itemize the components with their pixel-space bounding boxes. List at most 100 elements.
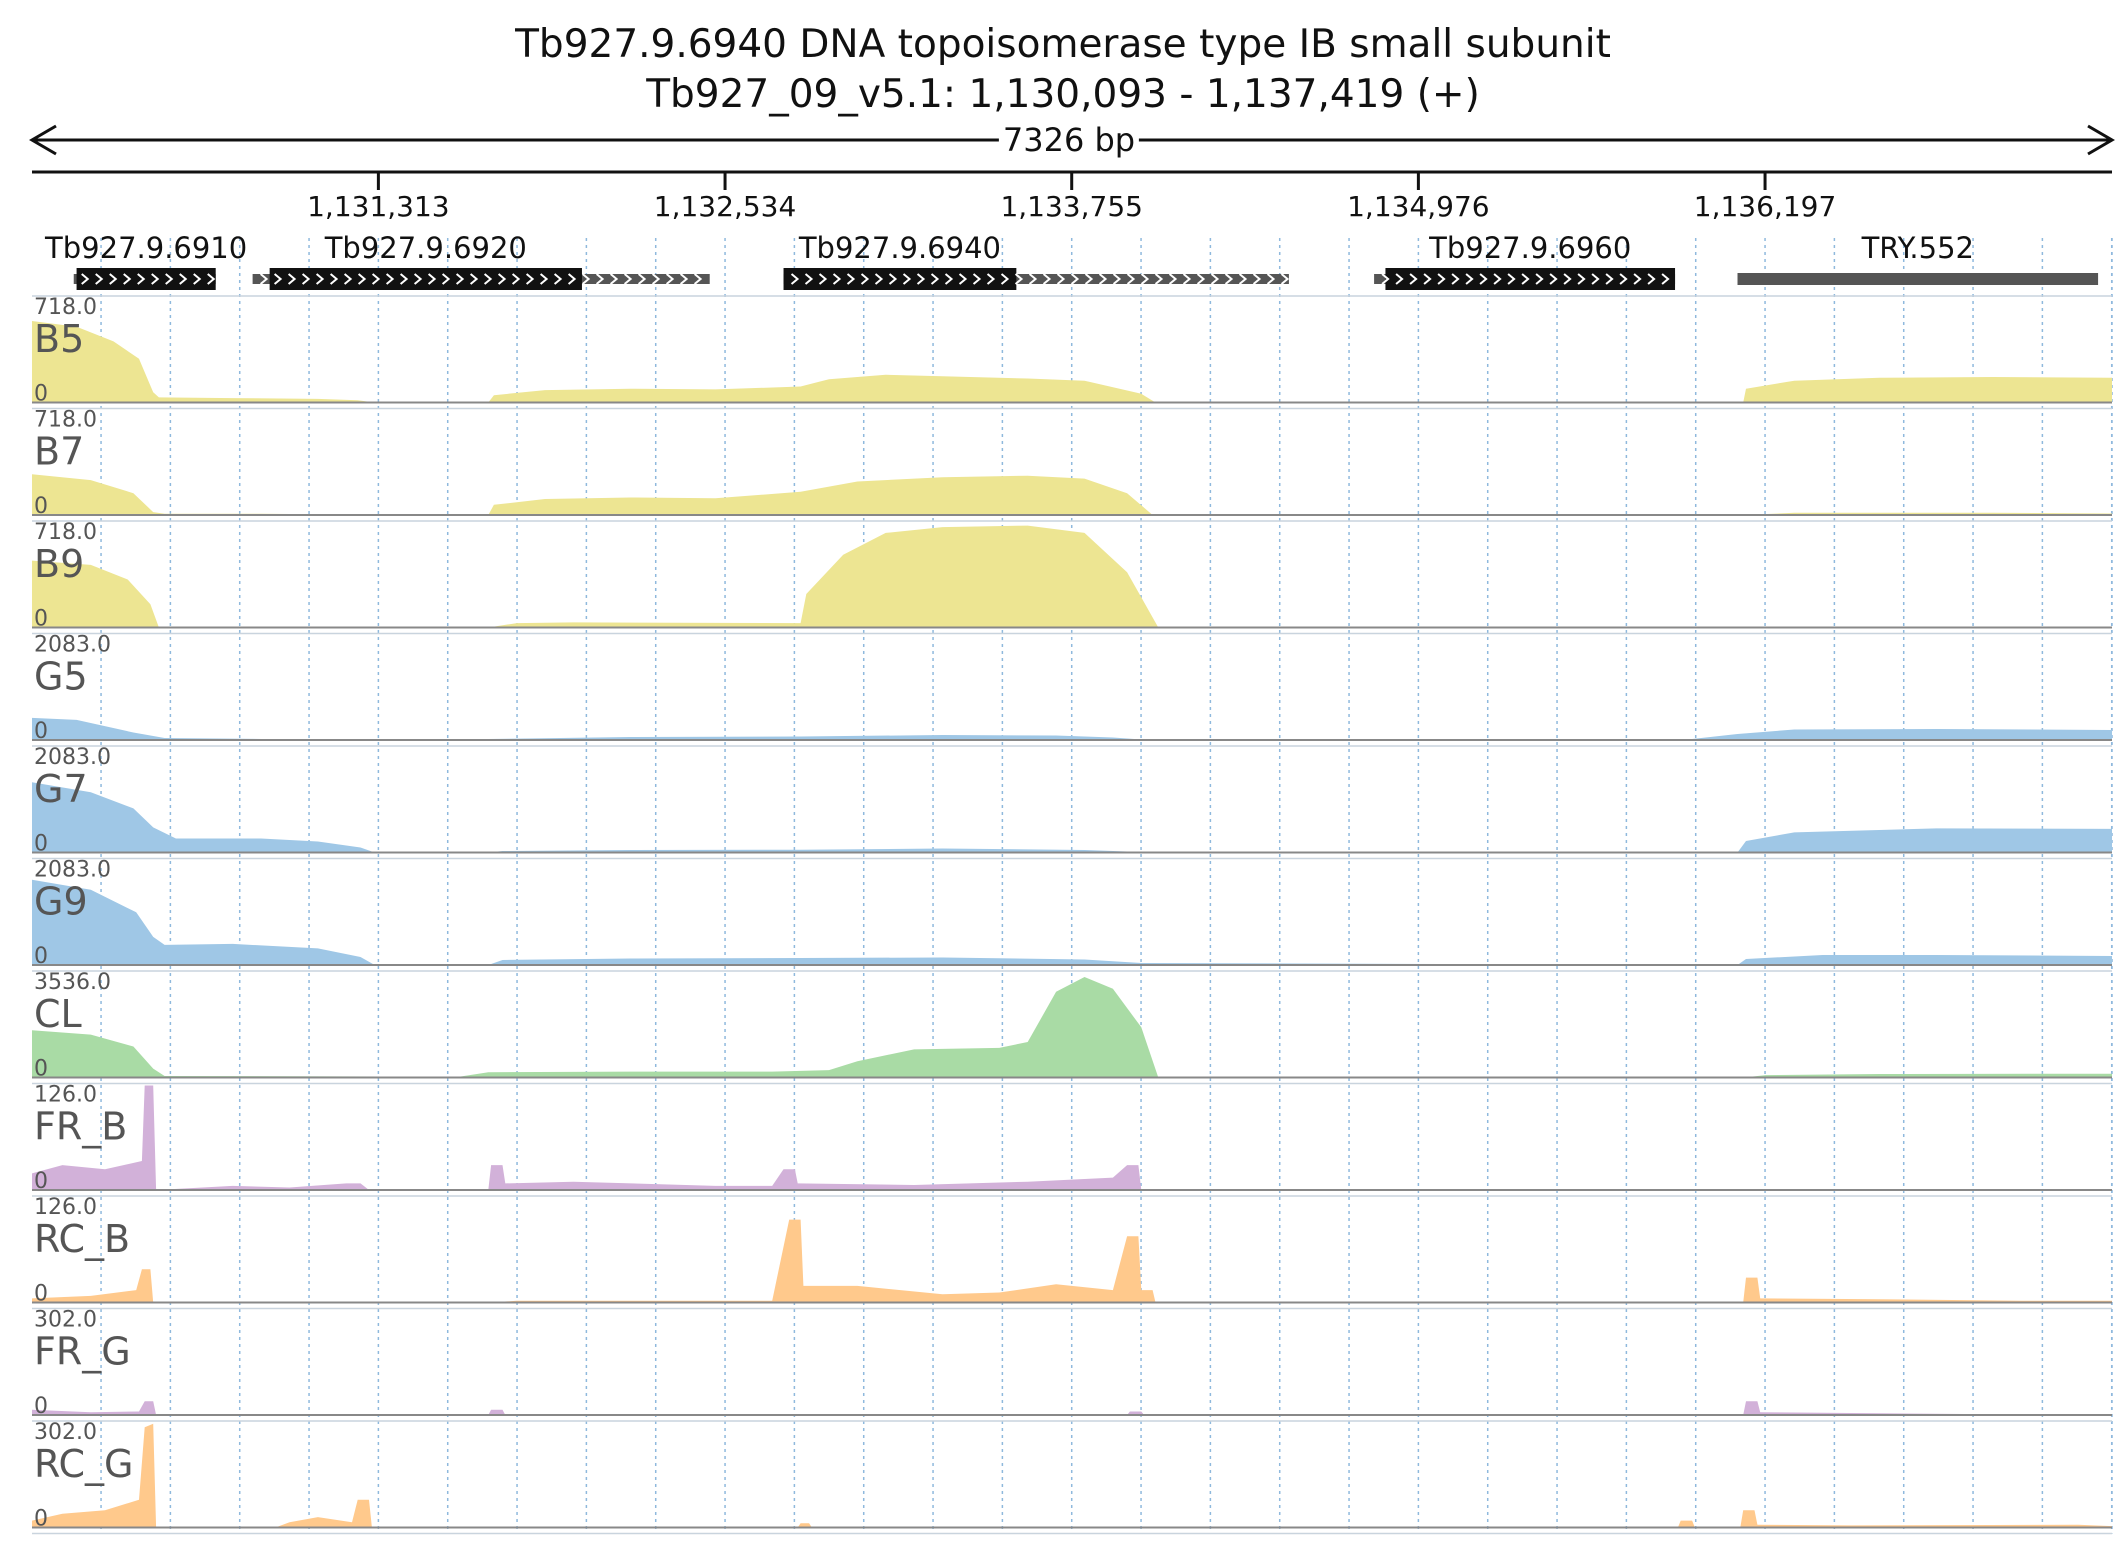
strand-arrow — [1210, 273, 1220, 285]
coverage-area — [32, 977, 2112, 1078]
gene-cds — [1385, 268, 1676, 290]
strand-arrow — [860, 273, 870, 285]
span-arrow-left-head — [29, 124, 57, 156]
strand-arrow — [123, 273, 132, 285]
strand-arrow — [329, 273, 339, 285]
track-max-label: 2083.0 — [34, 745, 111, 770]
gene-feature: Tb927.9.6940 — [783, 231, 1290, 290]
strand-arrow — [1521, 273, 1530, 285]
strand-arrow — [1549, 273, 1558, 285]
track-g9: 2083.0G9 0 — [32, 858, 2112, 969]
gene-cds — [269, 268, 582, 290]
strand-arrow — [986, 273, 996, 285]
strand-arrow — [874, 273, 884, 285]
strand-arrow — [441, 273, 451, 285]
track-max-label: 2083.0 — [34, 858, 111, 883]
locus-label: Tb927_09_v5.1: 1,130,093 - 1,137,419 (+) — [646, 72, 1480, 117]
strand-arrow — [679, 273, 689, 285]
strand-arrow — [1633, 273, 1642, 285]
strand-arrow — [525, 273, 535, 285]
strand-arrow — [287, 273, 297, 285]
strand-arrow — [1042, 273, 1052, 285]
strand-arrow — [511, 273, 521, 285]
strand-arrow — [1619, 273, 1628, 285]
coverage-area — [32, 1401, 2112, 1415]
strand-arrow — [1395, 273, 1404, 285]
ruler-tick-label: 1,134,976 — [1347, 190, 1490, 223]
track-name-label: B5 — [34, 317, 84, 361]
track-min-label: 0 — [34, 1057, 48, 1082]
gene-feature: Tb927.9.6920 — [252, 231, 710, 290]
strand-arrow — [539, 273, 549, 285]
track-max-label: 3536.0 — [34, 970, 111, 995]
track-b9: 718.0B9 0 — [32, 520, 2112, 632]
strand-arrow — [343, 273, 353, 285]
strand-arrow — [1084, 273, 1094, 285]
strand-arrow — [902, 273, 912, 285]
strand-arrow — [497, 273, 507, 285]
strand-arrow — [623, 273, 633, 285]
strand-arrow — [930, 273, 940, 285]
ruler-tick-label: 1,136,197 — [1694, 190, 1837, 223]
strand-arrow — [1028, 273, 1038, 285]
strand-arrow — [179, 273, 188, 285]
strand-arrow — [455, 273, 465, 285]
strand-arrow — [1647, 273, 1656, 285]
track-name-label: G7 — [34, 767, 88, 811]
track-name-label: G5 — [34, 655, 88, 699]
coverage-area — [32, 879, 2112, 965]
track-max-label: 718.0 — [34, 520, 97, 545]
coordinate-ruler: 1,131,313 1,132,534 1,133,755 1,134,976 1,13… — [32, 170, 2112, 223]
strand-arrow — [1238, 273, 1248, 285]
track-max-label: 2083.0 — [34, 633, 111, 658]
track-b7: 718.0B7 0 — [32, 408, 2112, 519]
strand-arrow — [567, 273, 577, 285]
gene-feature: Tb927.9.6910 — [44, 231, 247, 290]
strand-arrow — [95, 273, 104, 285]
strand-arrow — [1661, 273, 1670, 285]
track-min-label: 0 — [34, 494, 48, 519]
gene-feature: Tb927.9.6960 — [1374, 231, 1676, 290]
strand-arrow — [1014, 273, 1024, 285]
strand-arrow — [665, 273, 675, 285]
strand-arrow — [790, 273, 800, 285]
strand-arrow — [371, 273, 381, 285]
track-fr-g: 302.0FR_G 0 — [32, 1308, 2112, 1419]
strand-arrow — [1381, 273, 1390, 285]
strand-arrow — [137, 273, 146, 285]
gene-cds — [76, 268, 216, 290]
track-name-label: G9 — [34, 880, 88, 924]
strand-arrow — [357, 273, 367, 285]
track-min-label: 0 — [34, 944, 48, 969]
ruler-tick-label: 1,132,534 — [654, 190, 797, 223]
strand-arrow — [1563, 273, 1572, 285]
gene-name-label: Tb927.9.6910 — [44, 231, 247, 265]
strand-arrow — [1409, 273, 1418, 285]
span-length-label: 7326 bp — [998, 118, 1140, 162]
strand-arrow — [1098, 273, 1108, 285]
strand-arrow — [637, 273, 647, 285]
strand-arrow — [1535, 273, 1544, 285]
ruler-tick-label: 1,131,313 — [307, 190, 450, 223]
strand-arrow — [832, 273, 842, 285]
track-max-label: 302.0 — [34, 1308, 97, 1333]
strand-arrow — [1140, 273, 1150, 285]
track-name-label: FR_G — [34, 1330, 131, 1374]
coverage-tracks: 718.0B50718.0B70718.0B902083.0G502083.0G… — [32, 295, 2112, 1535]
strand-arrow — [273, 273, 283, 285]
strand-arrow — [916, 273, 926, 285]
strand-arrow — [846, 273, 856, 285]
strand-arrow — [1154, 273, 1164, 285]
strand-arrow — [804, 273, 814, 285]
track-max-label: 718.0 — [34, 295, 97, 320]
strand-arrow — [469, 273, 479, 285]
strand-arrow — [301, 273, 311, 285]
gene-name-label: Tb927.9.6940 — [798, 231, 1001, 265]
gene-cds — [783, 268, 1017, 290]
strand-arrow — [193, 273, 202, 285]
gene-feature: TRY.552 — [1737, 231, 2099, 285]
strand-arrow — [1423, 273, 1432, 285]
track-g5: 2083.0G5 0 — [32, 633, 2112, 744]
gene-name-label: Tb927.9.6960 — [1428, 231, 1631, 265]
